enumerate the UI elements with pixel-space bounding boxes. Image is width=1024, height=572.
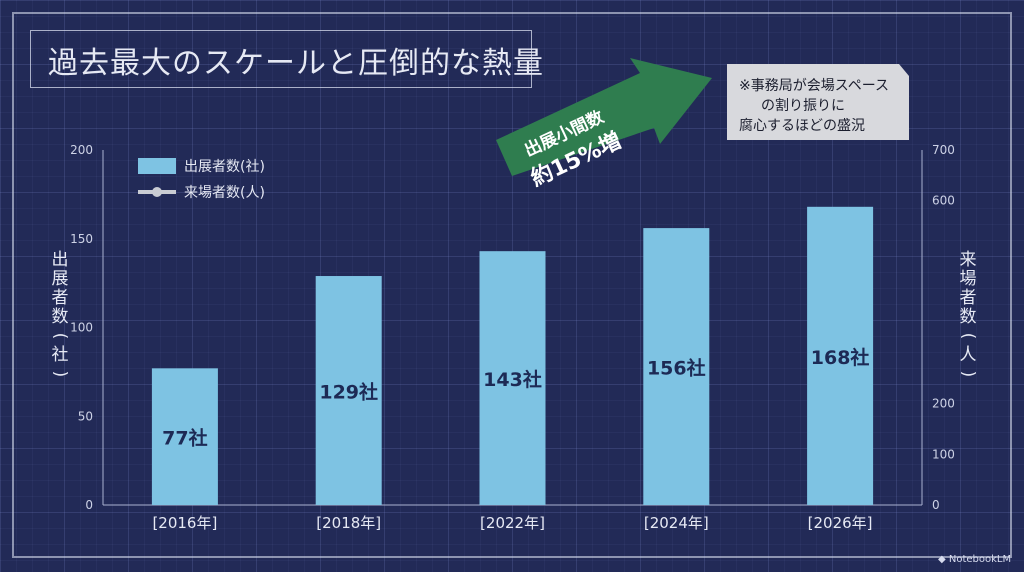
bar-data-label: 143社: [483, 368, 542, 391]
y-right-axis-title: 数: [960, 307, 977, 327]
y-left-axis-title: 出: [52, 250, 69, 270]
y-left-tick-label: 150: [70, 232, 93, 246]
y-right-tick-label: 200: [932, 397, 955, 411]
page-title: 過去最大のスケールと圧倒的な熱量: [48, 46, 544, 81]
legend-line-marker: [152, 187, 162, 197]
bar: [479, 251, 546, 505]
y-left-tick-label: 100: [70, 321, 93, 335]
watermark: ◆ NotebookLM: [938, 554, 1012, 565]
x-tick-label: [2026年]: [808, 514, 873, 532]
bar: [807, 206, 874, 506]
y-right-axis-title: ): [958, 371, 978, 378]
y-right-axis-title: 場: [960, 269, 977, 289]
x-tick-label: [2016年]: [152, 514, 217, 532]
x-tick-label: [2022年]: [480, 514, 545, 532]
y-right-tick-label: 0: [932, 498, 940, 512]
note-line-3: 腐心するほどの盛況: [739, 118, 865, 134]
y-left-tick-label: 50: [78, 409, 93, 423]
y-right-axis-title: (: [958, 333, 978, 340]
note-line-1: ※事務局が会場スペース: [739, 78, 890, 94]
bar-data-label: 156社: [647, 357, 706, 380]
bar-data-label: 77社: [162, 427, 207, 450]
title-box: [30, 30, 532, 88]
slide-frame: [12, 12, 1012, 558]
bar-data-label: 168社: [811, 346, 870, 369]
bar: [315, 276, 382, 505]
legend-line-label: 来場者数(人): [184, 185, 265, 201]
y-left-axis-title: 数: [52, 307, 69, 327]
y-left-axis-title: ): [50, 371, 70, 378]
note-line-2: の割り振りに: [761, 98, 845, 114]
legend-bar-label: 出展者数(社): [184, 159, 265, 175]
note-callout: ※事務局が会場スペース の割り振りに 腐心するほどの盛況: [727, 64, 909, 140]
y-left-tick-label: 0: [85, 498, 93, 512]
y-left-axis-title: 社: [52, 345, 69, 365]
y-right-axis-title: 来: [960, 250, 977, 270]
legend-bar-swatch: [138, 158, 176, 174]
y-right-tick-label: 700: [932, 143, 955, 157]
y-left-axis-title: 者: [52, 288, 69, 308]
growth-arrow-icon: [496, 58, 712, 176]
y-left-axis-title: 展: [52, 269, 69, 289]
y-right-tick-label: 600: [932, 194, 955, 208]
bar: [643, 228, 710, 505]
x-tick-label: [2018年]: [316, 514, 381, 532]
y-right-axis-title: 人: [960, 345, 977, 365]
y-left-axis-title: (: [50, 333, 70, 340]
bar-data-label: 129社: [319, 381, 378, 404]
y-left-tick-label: 200: [70, 143, 93, 157]
y-right-axis-title: 者: [960, 288, 977, 308]
x-tick-label: [2024年]: [644, 514, 709, 532]
y-right-tick-label: 100: [932, 447, 955, 461]
bar: [151, 368, 218, 505]
watermark-text: NotebookLM: [948, 554, 1012, 565]
